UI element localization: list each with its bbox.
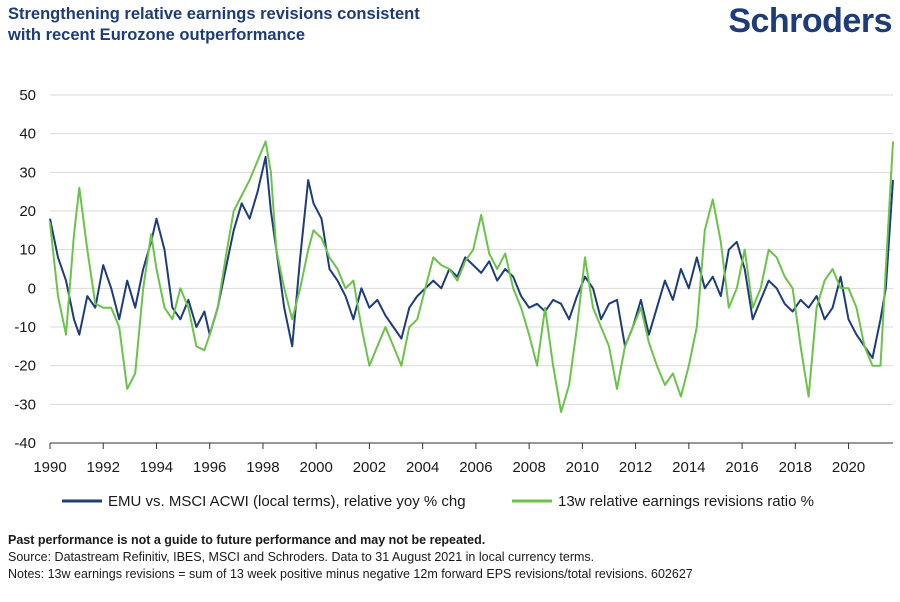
y-tick-label: 40 [19,126,36,143]
legend-label-revisions: 13w relative earnings revisions ratio % [558,493,814,510]
x-tick-label: 2000 [299,459,332,476]
x-tick-label: 2006 [459,459,492,476]
x-tick-label: 2010 [566,459,599,476]
x-tick-label: 2020 [832,459,865,476]
disclaimer-text: Past performance is not a guide to futur… [8,533,486,547]
y-tick-label: 50 [19,87,36,104]
schroders-logo: Schroders [728,2,892,40]
x-tick-label: 1998 [246,459,279,476]
y-tick-label: 0 [28,280,36,297]
footer-notes: Past performance is not a guide to futur… [8,532,693,583]
x-tick-label: 2012 [619,459,652,476]
y-tick-label: 20 [19,203,36,220]
y-tick-label: -40 [14,435,36,452]
y-tick-label: -30 [14,396,36,413]
x-tick-label: 1996 [193,459,226,476]
y-tick-label: 30 [19,164,36,181]
x-tick-label: 2002 [353,459,386,476]
x-axis-ticks: 1990 1992 1994 1996 1998 2000 2002 2004 2006 2008… [33,443,865,476]
chart-title-line-2: with recent Eurozone outperformance [8,26,306,44]
y-tick-label: 10 [19,242,36,259]
x-tick-label: 2004 [406,459,439,476]
x-tick-label: 2014 [672,459,705,476]
x-tick-label: 1990 [33,459,66,476]
y-tick-label: -10 [14,319,36,336]
legend-label-emu: EMU vs. MSCI ACWI (local terms), relativ… [108,493,466,510]
y-axis-ticks: 50 40 30 20 10 0 -10 -20 -30 -40 [14,87,36,452]
series-line-revisions [49,140,894,414]
notes-text: Notes: 13w earnings revisions = sum of 1… [8,567,693,581]
chart-title-line-1: Strengthening relative earnings revision… [8,5,420,23]
y-tick-label: -20 [14,358,36,375]
x-tick-label: 2018 [779,459,812,476]
legend: EMU vs. MSCI ACWI (local terms), relativ… [62,493,814,510]
gridlines [50,94,893,444]
x-tick-label: 1994 [140,459,173,476]
series-line-emu [49,155,894,359]
x-tick-label: 1992 [87,459,120,476]
x-tick-label: 2016 [725,459,758,476]
series-lines [49,140,894,414]
source-text: Source: Datastream Refinitiv, IBES, MSCI… [8,550,595,564]
chart-title: Strengthening relative earnings revision… [8,4,568,46]
x-tick-label: 2008 [512,459,545,476]
